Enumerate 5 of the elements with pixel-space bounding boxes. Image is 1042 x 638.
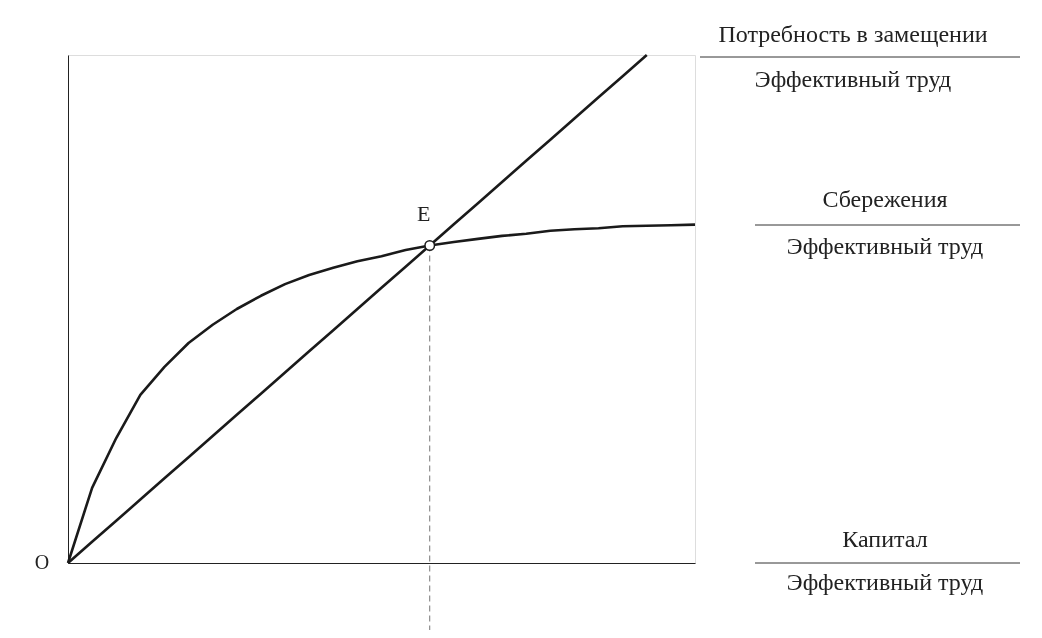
text: Потребность в замещении Эффективный труд: [718, 21, 988, 92]
x-axis-title: Капитал Эффективный труд: [786, 526, 984, 595]
annotation: E: [417, 200, 431, 226]
text: O: [34, 551, 50, 573]
text: Сбережения Эффективный труд: [786, 186, 984, 259]
